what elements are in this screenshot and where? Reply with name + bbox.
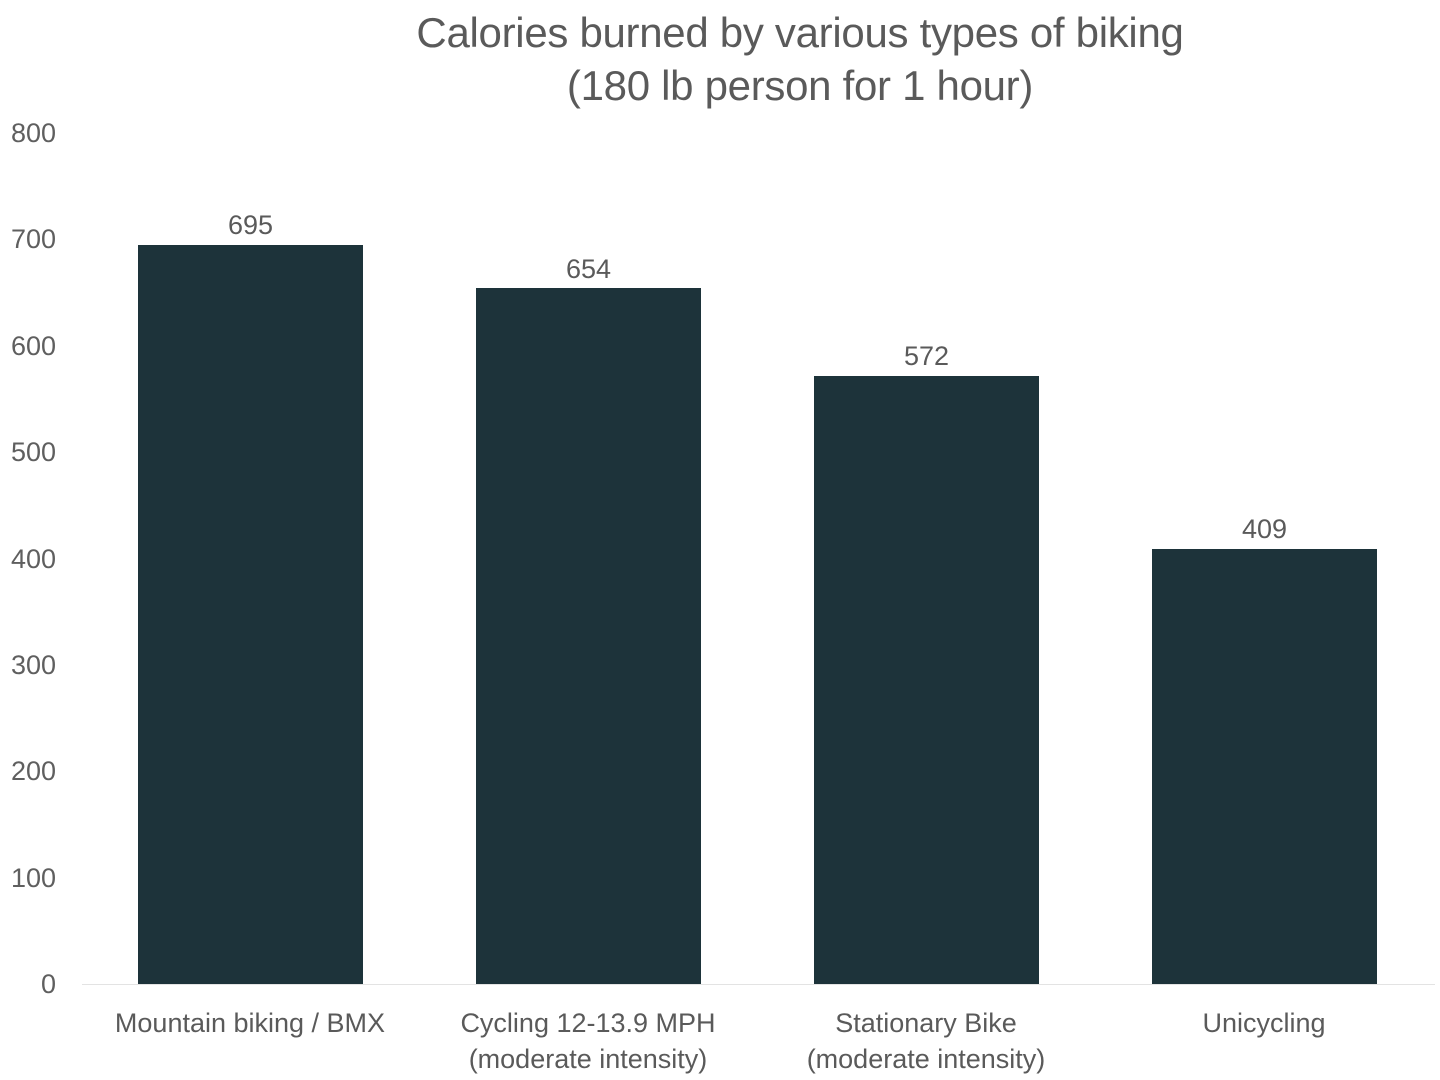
x-axis-baseline	[82, 984, 1435, 985]
bar-unicycling	[1152, 548, 1377, 984]
x-label-line2: (moderate intensity)	[806, 1044, 1046, 1074]
y-tick-700: 700	[10, 224, 56, 254]
bar-cycling-moderate	[476, 288, 701, 984]
y-tick-0: 0	[40, 969, 56, 999]
y-tick-300: 300	[10, 650, 56, 680]
bar-mountain-biking	[138, 244, 363, 984]
x-label-stationary-bike: Stationary Bike (moderate intensity)	[757, 1005, 1095, 1077]
y-tick-100: 100	[10, 863, 56, 893]
chart-title: Calories burned by various types of biki…	[380, 6, 1220, 112]
bar-value-label: 654	[565, 254, 612, 284]
x-label-mountain-biking: Mountain biking / BMX	[81, 1005, 419, 1041]
x-label-line1: Mountain biking / BMX	[114, 1008, 386, 1038]
x-label-line2: (moderate intensity)	[468, 1044, 708, 1074]
y-tick-500: 500	[10, 437, 56, 467]
bar-value-label: 409	[1241, 514, 1288, 544]
x-label-cycling-moderate: Cycling 12-13.9 MPH (moderate intensity)	[419, 1005, 757, 1077]
chart-title-line2: (180 lb person for 1 hour)	[566, 62, 1034, 109]
y-tick-600: 600	[10, 331, 56, 361]
x-label-line1: Unicycling	[1202, 1008, 1326, 1038]
y-tick-800: 800	[10, 118, 56, 148]
x-label-line1: Stationary Bike	[835, 1008, 1017, 1038]
bar-value-label: 695	[227, 210, 274, 240]
y-tick-200: 200	[10, 756, 56, 786]
bar-stationary-bike	[814, 375, 1039, 984]
y-tick-400: 400	[10, 544, 56, 574]
chart-title-line1: Calories burned by various types of biki…	[416, 9, 1184, 56]
x-label-line1: Cycling 12-13.9 MPH	[460, 1008, 716, 1038]
x-label-unicycling: Unicycling	[1095, 1005, 1433, 1041]
bar-value-label: 572	[903, 341, 950, 371]
